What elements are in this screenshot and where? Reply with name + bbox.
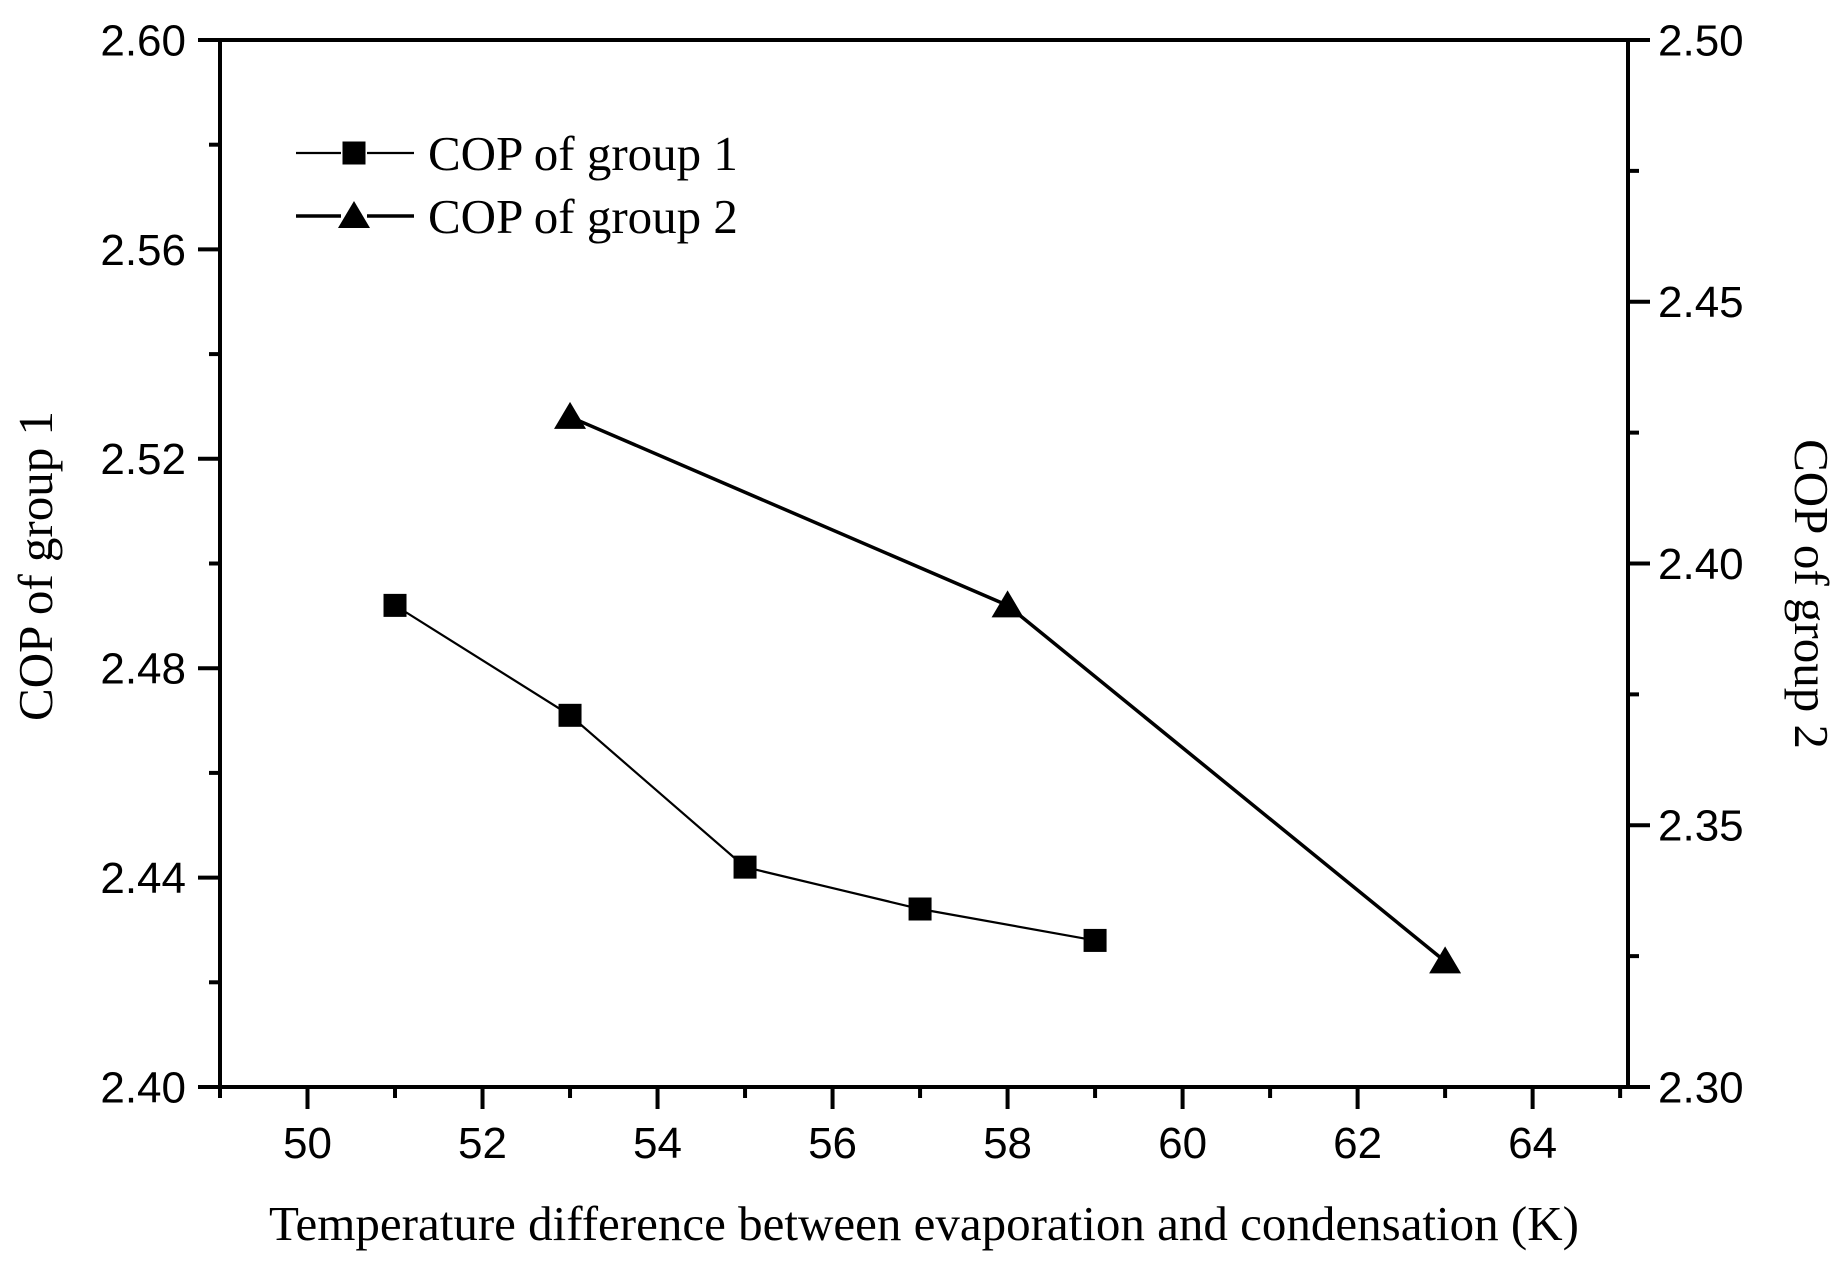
left-axis-title: COP of group 1 <box>8 411 63 721</box>
legend-label-group-1: COP of group 1 <box>428 126 738 181</box>
data-point-square-series-1 <box>908 897 932 921</box>
legend-marker-series-2 <box>338 201 370 228</box>
left-axis-tick-label: 2.56 <box>100 226 186 275</box>
x-axis-tick-label: 54 <box>633 1119 682 1168</box>
x-axis-tick-label: 56 <box>808 1119 857 1168</box>
x-axis-tick-label: 50 <box>283 1119 332 1168</box>
x-axis-tick-label: 62 <box>1333 1119 1382 1168</box>
data-point-triangle-series-2 <box>1429 946 1462 974</box>
left-axis-tick-label: 2.60 <box>100 16 186 65</box>
data-point-triangle-series-2 <box>554 401 587 429</box>
right-axis-tick-label: 2.30 <box>1658 1063 1744 1112</box>
data-point-square-series-1 <box>558 703 582 727</box>
series-line-2 <box>569 415 1447 963</box>
right-axis-tick-label: 2.35 <box>1658 802 1744 851</box>
data-point-triangle-series-2 <box>991 590 1024 618</box>
series-line-1 <box>394 604 1096 942</box>
x-axis-tick-label: 64 <box>1508 1119 1557 1168</box>
legend-label-group-2: COP of group 2 <box>428 189 738 244</box>
x-axis-tick-label: 60 <box>1158 1119 1207 1168</box>
data-point-square-series-1 <box>733 855 757 879</box>
left-axis-tick-label: 2.44 <box>100 854 186 903</box>
data-point-square-series-1 <box>1083 928 1107 952</box>
right-axis-tick-label: 2.50 <box>1658 16 1744 65</box>
x-axis-title: Temperature difference between evaporati… <box>269 1196 1579 1251</box>
x-axis-tick-label: 52 <box>458 1119 507 1168</box>
x-axis-tick-label: 58 <box>983 1119 1032 1168</box>
legend-marker-series-1 <box>342 141 366 165</box>
right-axis-tick-label: 2.40 <box>1658 540 1744 589</box>
left-axis-tick-label: 2.40 <box>100 1063 186 1112</box>
left-axis-tick-label: 2.52 <box>100 435 186 484</box>
left-axis-tick-label: 2.48 <box>100 645 186 694</box>
data-point-square-series-1 <box>383 593 407 617</box>
right-axis-title: COP of group 2 <box>1784 439 1833 749</box>
right-axis-tick-label: 2.45 <box>1658 278 1744 327</box>
